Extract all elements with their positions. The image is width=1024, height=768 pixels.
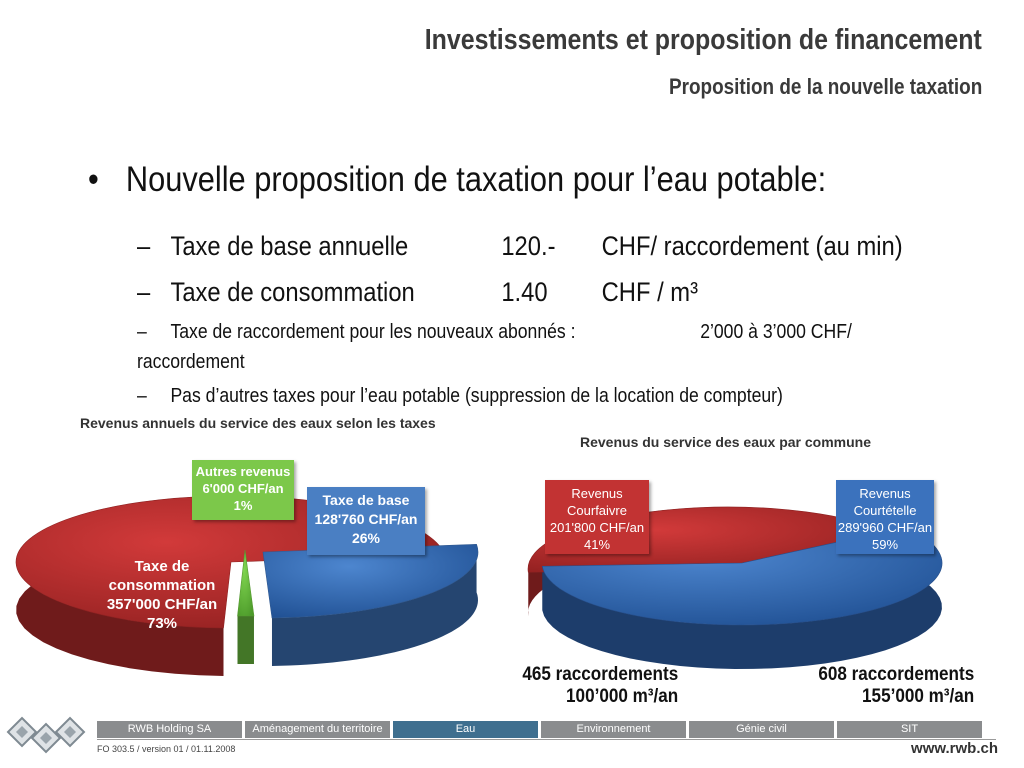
nav-amenagement[interactable]: Aménagement du territoire	[245, 721, 390, 738]
label-line: Revenus	[859, 486, 911, 501]
pie-slice	[262, 544, 479, 619]
label-line: Taxe de base	[322, 492, 410, 508]
label-line: 201'800 CHF/an	[549, 520, 645, 535]
courfaivre-stats: 465 raccordements 100’000 m³/an	[522, 664, 678, 708]
label-line: Revenus	[571, 486, 623, 501]
main-bullet-text: Nouvelle proposition de taxation pour l’…	[125, 160, 827, 199]
chart2-title: Revenus du service des eaux par commune	[580, 434, 872, 450]
label-courtetelle: Revenus Courtételle 289'960 CHF/an 59%	[836, 480, 934, 554]
footer-nav: RWB Holding SA Aménagement du territoire…	[97, 721, 982, 738]
footer-divider	[97, 739, 996, 740]
dash-marker: –	[137, 321, 147, 343]
nav-genie-civil[interactable]: Génie civil	[689, 721, 834, 738]
main-bullet: • Nouvelle proposition de taxation pour …	[88, 160, 826, 200]
volume-per-year: 155’000 m³/an	[861, 686, 974, 707]
label-base-tax: Taxe de base 128'760 CHF/an 26%	[307, 487, 425, 555]
base-tax-label: Taxe de base annuelle	[170, 231, 409, 261]
connections-count: 608 raccordements	[818, 664, 974, 685]
label-consumption: Taxe de consommation 357'000 CHF/an 73%	[72, 552, 252, 634]
dash-marker: –	[137, 277, 151, 307]
connection-tax-value: 2’000 à 3’000 CHF/	[700, 321, 852, 343]
label-line: 73%	[146, 615, 178, 632]
pie-slice-side	[542, 527, 942, 669]
nav-eau[interactable]: Eau	[393, 721, 538, 738]
chart1-title: Revenus annuels du service des eaux selo…	[80, 415, 436, 431]
consumption-tax-unit: CHF / m³	[601, 277, 698, 307]
bullet-marker: •	[88, 160, 99, 199]
consumption-tax-value: 1.40	[501, 277, 548, 307]
connection-tax-line: – Taxe de raccordement pour les nouveaux…	[137, 321, 911, 347]
label-courfaivre: Revenus Courfaivre 201'800 CHF/an 41%	[545, 480, 649, 554]
other-taxes-line: – Pas d’autres taxes pour l’eau potable …	[137, 385, 911, 411]
label-line: 128'760 CHF/an	[314, 511, 418, 527]
footer-version: FO 303.5 / version 01 / 01.11.2008	[97, 744, 236, 754]
pie-slice-side	[237, 615, 254, 664]
connections-count: 465 raccordements	[522, 664, 678, 685]
label-line: Taxe de	[134, 558, 190, 575]
consumption-tax-label: Taxe de consommation	[170, 277, 415, 307]
label-line: 1%	[233, 498, 253, 513]
rwb-logo	[6, 716, 86, 754]
nav-rwb-holding[interactable]: RWB Holding SA	[97, 721, 242, 738]
label-line: consommation	[108, 577, 216, 594]
pie-slice	[237, 549, 255, 617]
nav-environnement[interactable]: Environnement	[541, 721, 686, 738]
footer-url[interactable]: www.rwb.ch	[911, 740, 998, 757]
base-tax-value: 120.-	[501, 231, 556, 261]
label-line: 26%	[351, 530, 381, 546]
label-line: 41%	[583, 537, 611, 552]
consumption-tax-line: – Taxe de consommation 1.40 CHF / m³	[137, 277, 929, 311]
label-line: 59%	[871, 537, 899, 552]
label-other-revenue: Autres revenus 6'000 CHF/an 1%	[192, 460, 294, 520]
slide-title: Investissements et proposition de financ…	[424, 24, 982, 56]
label-line: Autres revenus	[195, 464, 291, 479]
volume-per-year: 100’000 m³/an	[565, 686, 678, 707]
slide-subtitle: Proposition de la nouvelle taxation	[668, 74, 982, 99]
label-line: Courtételle	[853, 503, 917, 518]
connection-tax-label: Taxe de raccordement pour les nouveaux a…	[170, 321, 576, 343]
other-taxes-text: Pas d’autres taxes pour l’eau potable (s…	[170, 385, 783, 407]
pie-slice-side	[271, 544, 478, 666]
courtetelle-stats: 608 raccordements 155’000 m³/an	[818, 664, 974, 708]
label-line: 357'000 CHF/an	[106, 596, 218, 613]
base-tax-unit: CHF/ raccordement (au min)	[601, 231, 903, 261]
base-tax-line: – Taxe de base annuelle 120.- CHF/ racco…	[137, 231, 929, 265]
label-line: 6'000 CHF/an	[202, 481, 284, 496]
label-line: 289'960 CHF/an	[837, 520, 933, 535]
nav-sit[interactable]: SIT	[837, 721, 982, 738]
label-line: Courfaivre	[567, 503, 627, 518]
connection-tax-continuation: raccordement	[137, 351, 245, 373]
dash-marker: –	[137, 385, 147, 407]
dash-marker: –	[137, 231, 151, 261]
